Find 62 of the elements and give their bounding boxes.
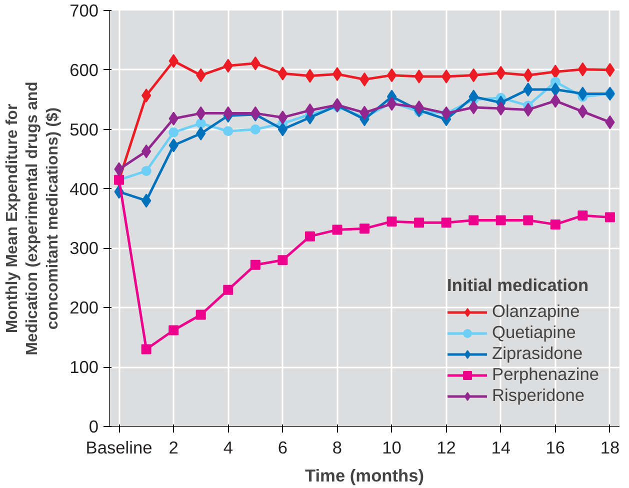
y-tick-label: 500 bbox=[70, 119, 99, 140]
point bbox=[360, 224, 370, 234]
legend-title: Initial medication bbox=[447, 275, 590, 296]
y-tick-label: 300 bbox=[70, 238, 99, 258]
y-tick-label: 600 bbox=[70, 60, 99, 80]
point bbox=[604, 212, 615, 222]
point bbox=[523, 215, 534, 226]
point bbox=[250, 124, 260, 134]
point bbox=[141, 194, 152, 208]
point bbox=[386, 68, 397, 82]
point bbox=[196, 118, 206, 128]
point bbox=[141, 344, 152, 354]
point bbox=[168, 325, 179, 336]
x-tick-label: 18 bbox=[600, 438, 620, 458]
legend-label: Perphenazine bbox=[492, 364, 599, 385]
point bbox=[332, 67, 342, 82]
point bbox=[141, 166, 152, 176]
point bbox=[304, 231, 315, 242]
legend-label: Olanzapine bbox=[492, 301, 580, 322]
y-tick-label: 100 bbox=[70, 357, 99, 378]
x-tick-label: 6 bbox=[278, 438, 288, 458]
point bbox=[141, 144, 152, 158]
point bbox=[196, 310, 206, 320]
point bbox=[141, 88, 152, 102]
point bbox=[332, 224, 342, 235]
point bbox=[578, 62, 588, 76]
point bbox=[496, 215, 506, 226]
point bbox=[278, 110, 288, 124]
x-axis-title: Time (months) bbox=[304, 466, 424, 486]
point bbox=[168, 127, 179, 138]
x-tick-label: 10 bbox=[382, 438, 402, 458]
point bbox=[278, 255, 288, 266]
point bbox=[223, 126, 234, 136]
point bbox=[578, 86, 588, 101]
point bbox=[278, 122, 288, 136]
y-tick-label: 400 bbox=[70, 178, 99, 199]
point bbox=[278, 66, 288, 80]
x-tick-label: 14 bbox=[491, 438, 511, 458]
legend-label: Quetiapine bbox=[492, 322, 576, 343]
x-tick-label: 8 bbox=[332, 438, 342, 458]
point bbox=[468, 215, 479, 226]
legend-label: Ziprasidone bbox=[492, 343, 583, 364]
y-tick-label: 200 bbox=[70, 298, 99, 318]
point bbox=[414, 218, 424, 228]
y-axis-title: Monthly Mean Expenditure for Medication (experimental drugs and concomitant medications) ($) bbox=[4, 82, 62, 356]
point bbox=[578, 210, 588, 221]
x-tick-label: 12 bbox=[436, 438, 456, 458]
y-tick-label: 0 bbox=[88, 416, 99, 436]
point bbox=[441, 69, 452, 84]
x-tick-label: 16 bbox=[546, 438, 566, 458]
x-tick-label: 2 bbox=[168, 438, 178, 458]
y-tick-label: 700 bbox=[70, 0, 99, 20]
point bbox=[223, 284, 234, 295]
point bbox=[441, 218, 452, 228]
point bbox=[578, 104, 588, 119]
legend-label: Risperidone bbox=[492, 385, 585, 406]
point bbox=[386, 96, 397, 111]
point bbox=[250, 260, 260, 270]
x-tick-label: Baseline bbox=[86, 438, 152, 458]
point bbox=[550, 219, 560, 230]
x-tick-label: 4 bbox=[223, 438, 234, 458]
point bbox=[386, 216, 397, 226]
